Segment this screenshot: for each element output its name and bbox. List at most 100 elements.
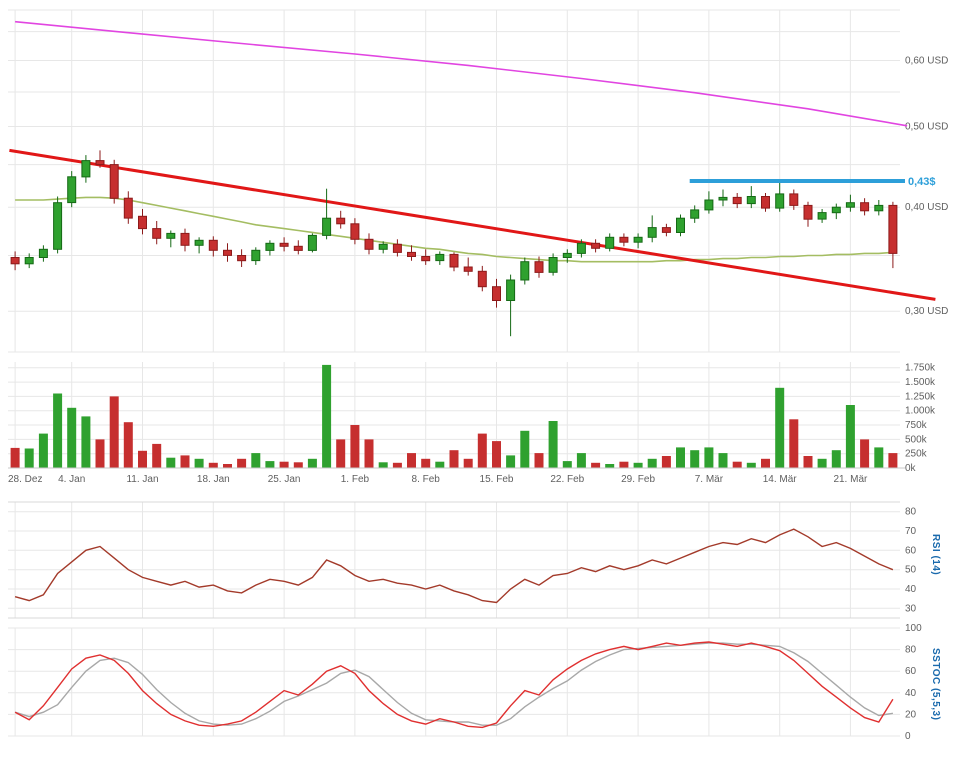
volume-bar xyxy=(350,425,360,468)
date-axis-label: 25. Jan xyxy=(268,474,301,485)
candle-body xyxy=(265,242,275,251)
volume-bar xyxy=(24,448,34,468)
volume-bar xyxy=(534,453,544,468)
price-axis-label: 0,40 USD xyxy=(905,202,948,213)
rsi-axis-label: 60 xyxy=(905,545,917,556)
candle-body xyxy=(817,212,827,220)
rsi-axis-label: 40 xyxy=(905,584,917,595)
date-axis-label: 21. Mär xyxy=(833,474,868,485)
volume-bar xyxy=(307,458,317,468)
volume-bar xyxy=(138,450,147,468)
volume-bar xyxy=(208,462,218,468)
candle-body xyxy=(407,251,416,257)
candle-body xyxy=(307,234,317,251)
candle-body xyxy=(279,242,289,247)
volume-bar xyxy=(789,419,799,468)
volume-bar xyxy=(53,393,63,468)
volume-bar xyxy=(364,439,374,468)
volume-bar xyxy=(591,462,601,468)
volume-bar xyxy=(676,447,685,468)
volume-bar xyxy=(38,433,48,468)
rsi-axis-label: 30 xyxy=(905,603,917,614)
stoch-axis-label: 40 xyxy=(905,688,917,699)
price-axis-label: 0,50 USD xyxy=(905,122,948,133)
volume-bar xyxy=(180,455,190,468)
volume-bar xyxy=(81,416,91,468)
volume-bar xyxy=(817,458,827,468)
volume-axis-label: 750k xyxy=(905,420,928,431)
volume-bar xyxy=(506,455,516,468)
moving-average-line xyxy=(15,196,893,263)
volume-bar xyxy=(477,433,487,468)
volume-bar xyxy=(194,458,204,468)
volume-bar xyxy=(293,462,303,468)
date-axis-label: 29. Feb xyxy=(621,474,655,485)
candle-body xyxy=(874,204,884,212)
candle-body xyxy=(591,242,601,249)
volume-bar xyxy=(874,447,884,468)
volume-bar xyxy=(704,447,714,468)
volume-bar xyxy=(619,461,629,468)
volume-bar xyxy=(223,464,232,468)
candle-body xyxy=(435,253,445,262)
volume-bar xyxy=(322,364,332,468)
volume-bar xyxy=(576,453,586,468)
volume-bar xyxy=(718,453,728,468)
volume-bar xyxy=(251,453,261,468)
stoch-panel-label: SSTOC (5,5,3) xyxy=(930,648,941,721)
candle-body xyxy=(605,236,615,249)
volume-bar xyxy=(449,450,459,468)
volume-bar xyxy=(845,405,855,468)
date-axis-label: 4. Jan xyxy=(58,474,85,485)
candle-body xyxy=(53,202,63,250)
candle-body xyxy=(704,199,714,211)
date-axis-label: 7. Mär xyxy=(695,474,724,485)
date-axis-label: 8. Feb xyxy=(412,474,441,485)
resistance-price-label: 0,43$ xyxy=(908,176,936,188)
volume-axis-label: 250k xyxy=(905,449,928,460)
candle-body xyxy=(746,196,756,205)
candle-body xyxy=(633,236,643,243)
candle-body xyxy=(789,193,799,206)
candle-body xyxy=(647,227,657,238)
candle-body xyxy=(492,286,501,302)
candle-body xyxy=(463,266,473,272)
volume-bar xyxy=(548,421,558,468)
volume-axis-label: 1.750k xyxy=(905,363,936,374)
rsi-line xyxy=(14,528,894,604)
candle-body xyxy=(718,196,728,201)
volume-axis-label: 1.000k xyxy=(905,406,936,417)
volume-bar xyxy=(152,443,162,468)
volume-bar xyxy=(690,450,700,468)
volume-bar xyxy=(761,458,770,468)
candle-body xyxy=(449,253,459,268)
candle-body xyxy=(38,248,48,259)
candle-body xyxy=(336,217,346,225)
date-axis-label: 11. Jan xyxy=(126,474,158,485)
volume-bar xyxy=(562,461,572,468)
volume-axis-label: 1.500k xyxy=(905,377,936,388)
volume-bar xyxy=(775,387,785,468)
volume-bar xyxy=(336,439,346,468)
volume-axis-label: 1.250k xyxy=(905,391,936,402)
volume-axis-label: 500k xyxy=(905,434,928,445)
volume-bar xyxy=(95,439,105,468)
candle-body xyxy=(392,243,402,253)
candle-body xyxy=(152,228,162,239)
stoch-axis-label: 100 xyxy=(905,623,922,634)
volume-bar xyxy=(407,453,416,468)
volume-bar xyxy=(463,458,473,468)
volume-bar xyxy=(605,464,615,468)
date-axis-label: 14. Mär xyxy=(763,474,798,485)
volume-bar xyxy=(378,462,388,468)
candle-body xyxy=(548,257,558,273)
date-axis-label: 28. Dez xyxy=(8,474,42,485)
volume-bar xyxy=(492,441,501,468)
candle-body xyxy=(194,239,204,246)
descending-trendline xyxy=(9,148,936,301)
candle-body xyxy=(803,204,813,220)
candle-body xyxy=(350,223,360,240)
magenta-descending-line xyxy=(15,20,908,127)
